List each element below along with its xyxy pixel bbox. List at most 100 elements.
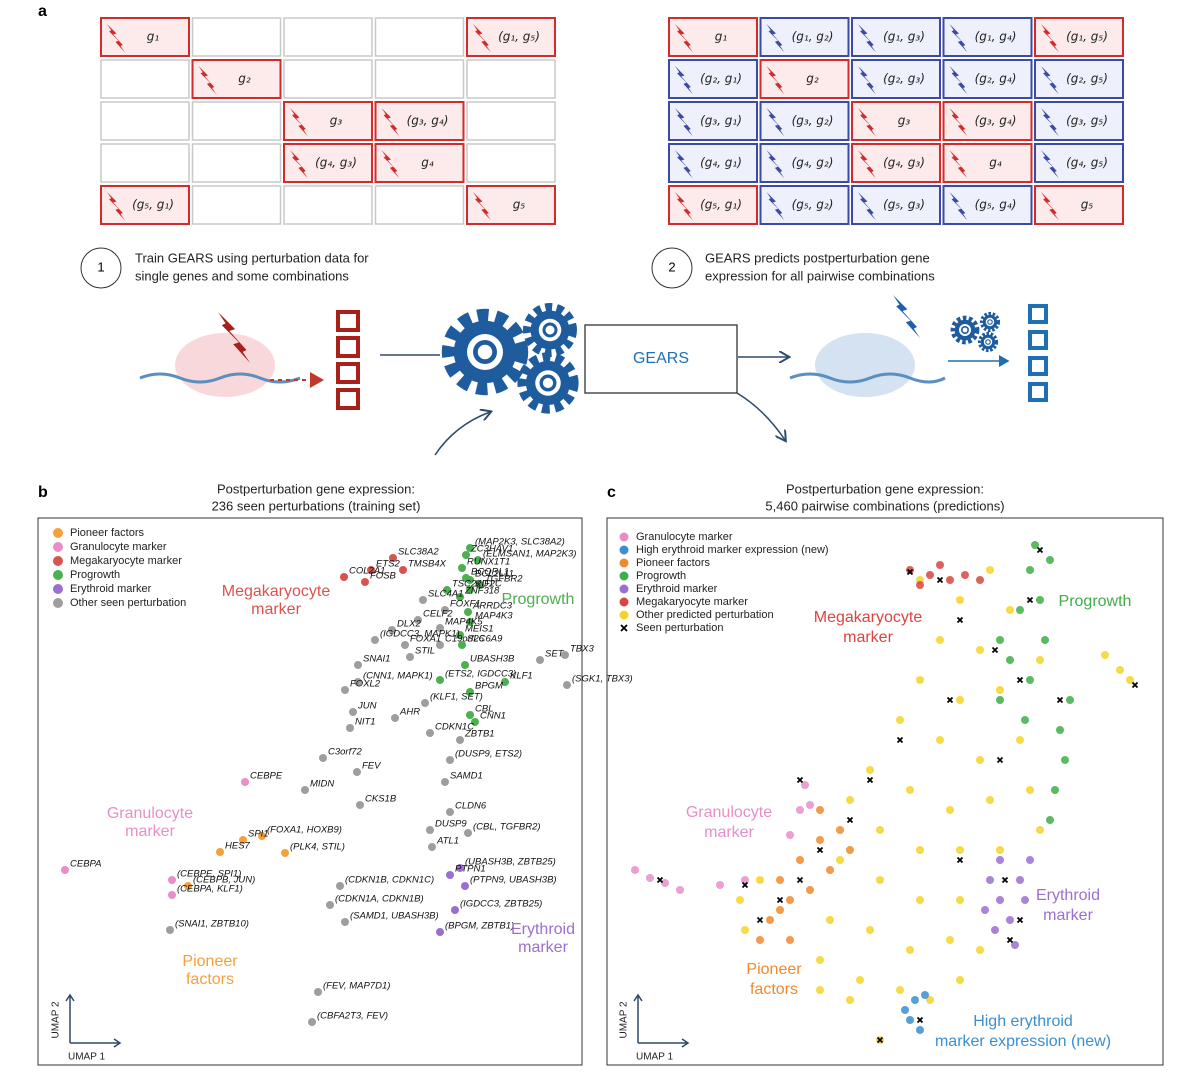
panel-frame — [37, 517, 583, 1066]
legend-label: Progrowth — [636, 570, 686, 582]
step-number: 1 — [97, 259, 104, 274]
point — [308, 1018, 316, 1026]
gene-label: SPI1 — [248, 829, 269, 840]
gene-label: NIT1 — [355, 717, 376, 728]
point — [281, 849, 289, 857]
seen-marker — [1131, 681, 1139, 689]
gene-label: C19orf26 — [445, 634, 485, 645]
cell-label: (g₂, g₄) — [975, 72, 1017, 86]
point — [846, 846, 854, 854]
grid-cell — [191, 59, 282, 99]
seen-marker — [776, 896, 784, 904]
legend-label: High erythroid marker expression (new) — [636, 544, 829, 556]
point — [561, 651, 569, 659]
empty-cell — [191, 185, 282, 225]
point — [371, 636, 379, 644]
gene-label: (PLK4, STIL) — [290, 842, 345, 853]
gene-label: PTPN1 — [455, 864, 486, 875]
gene-label: CKS1B — [365, 794, 397, 805]
y-axis-label: UMAP 2 — [51, 1001, 62, 1038]
point — [1046, 556, 1054, 564]
point — [421, 699, 429, 707]
gene-label: ATL1 — [436, 836, 459, 847]
gene-label: FOSB — [370, 571, 397, 582]
legend-label: Pioneer factors — [70, 527, 144, 539]
grid-cell — [100, 17, 190, 57]
gene-label: (CNN1, MAPK1) — [363, 671, 433, 682]
expression-boxes — [336, 310, 360, 410]
point — [956, 696, 964, 704]
cell-label: (g₅, g₄) — [975, 198, 1017, 212]
point — [1026, 566, 1034, 574]
point — [301, 786, 309, 794]
grid-cell — [1034, 59, 1124, 99]
point — [1011, 941, 1019, 949]
point — [1046, 816, 1054, 824]
grid-cell — [466, 17, 556, 57]
seen-marker — [1001, 876, 1009, 884]
legend-marker — [53, 528, 63, 538]
point — [806, 801, 814, 809]
point — [946, 936, 954, 944]
point — [896, 716, 904, 724]
cell-label: g₄ — [989, 156, 1002, 170]
legend-marker — [619, 558, 629, 568]
point — [319, 754, 327, 762]
seen-marker — [1026, 596, 1034, 604]
grid-cell — [942, 143, 1033, 183]
x-axis-label: UMAP 1 — [636, 1052, 673, 1063]
point — [436, 641, 444, 649]
point — [916, 846, 924, 854]
axis-arrow — [70, 1038, 122, 1048]
legend-marker — [53, 556, 63, 566]
cell-label: (g₁, g₄) — [975, 30, 1017, 44]
point — [926, 996, 934, 1004]
point — [1021, 716, 1029, 724]
step-circle — [651, 247, 693, 289]
legend-label: Progrowth — [70, 569, 120, 581]
legend-label: Megakaryocyte marker — [636, 596, 748, 608]
point — [336, 882, 344, 890]
cell-label: g₁ — [147, 30, 160, 44]
point — [354, 678, 362, 686]
point — [676, 886, 684, 894]
gene-label: (KLF1, SET) — [430, 692, 483, 703]
point — [916, 1026, 924, 1034]
empty-cell — [374, 59, 465, 99]
cell-label: g₂ — [238, 72, 251, 86]
point — [981, 906, 989, 914]
grid-cell — [759, 17, 850, 57]
step-text: Train GEARS using perturbation data for — [135, 250, 369, 265]
cluster-label: marker — [518, 939, 568, 956]
point — [906, 786, 914, 794]
point — [816, 956, 824, 964]
point — [346, 724, 354, 732]
point — [836, 826, 844, 834]
point — [901, 1006, 909, 1014]
point — [1016, 876, 1024, 884]
point — [921, 991, 929, 999]
grid-cell — [759, 143, 850, 183]
point — [399, 566, 407, 574]
grid-cell — [942, 101, 1033, 141]
seen-marker — [996, 756, 1004, 764]
point — [741, 926, 749, 934]
point — [956, 976, 964, 984]
cell-label: (g₅, g₁) — [132, 198, 174, 212]
gene-label: DLX2 — [397, 619, 421, 630]
empty-cell — [283, 59, 373, 99]
cell-label: g₃ — [898, 114, 911, 128]
empty-cell — [191, 101, 282, 141]
point — [996, 686, 1004, 694]
step-1: 1 Train GEARS using perturbation data fo… — [80, 247, 369, 289]
gene-label: SLC38A2 — [398, 547, 439, 558]
seen-marker — [876, 1036, 884, 1044]
point — [956, 596, 964, 604]
gene-label: COL2A1 — [349, 566, 385, 577]
gene-label: MEIS1 — [465, 624, 494, 635]
point — [1016, 736, 1024, 744]
cluster-label: marker — [843, 629, 893, 646]
point — [986, 566, 994, 574]
point — [349, 708, 357, 716]
